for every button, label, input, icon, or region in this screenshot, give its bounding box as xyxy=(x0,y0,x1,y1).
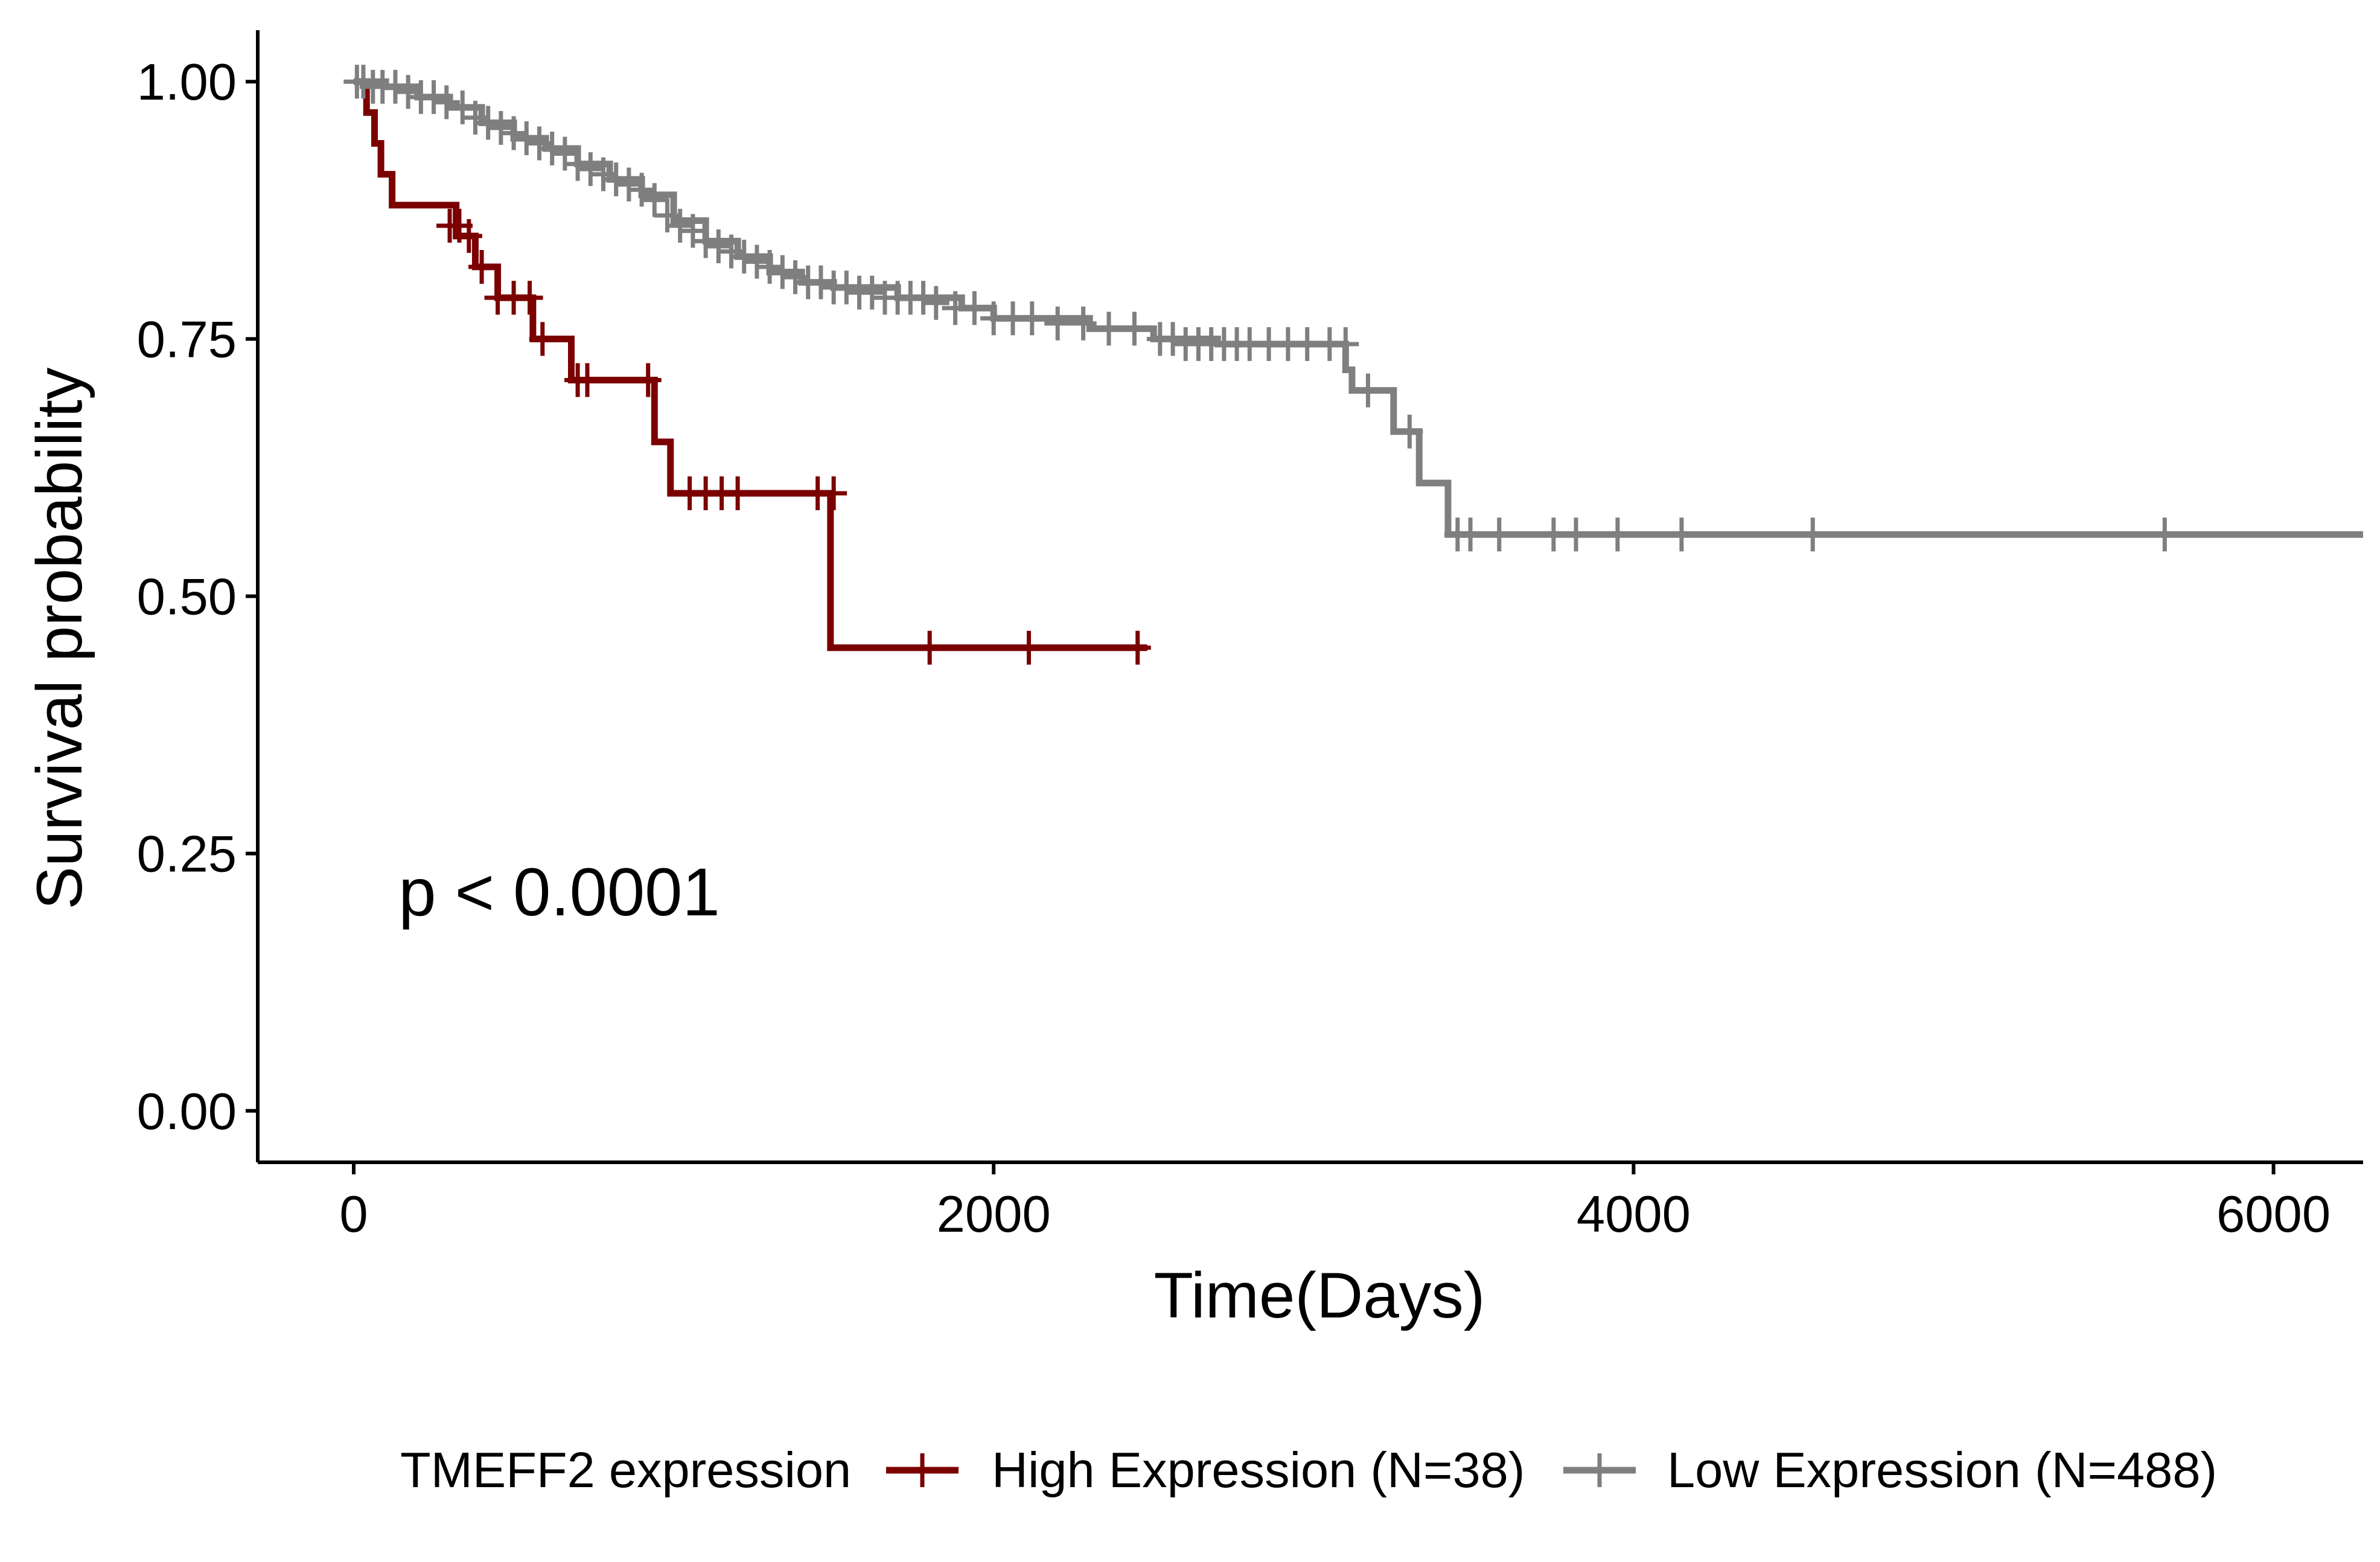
low-expression-censor-mark xyxy=(381,69,409,104)
low-expression-censor-mark xyxy=(769,255,796,289)
low-expression-line xyxy=(354,78,2363,538)
low-expression-censor-mark xyxy=(718,234,745,269)
x-tick-label: 0 xyxy=(339,1186,368,1243)
low-expression-censor-mark xyxy=(2151,517,2178,552)
high-expression-censor-mark xyxy=(1124,630,1151,665)
low-expression-censor-mark xyxy=(1540,517,1567,552)
series-lines xyxy=(354,78,2363,651)
censor-marks xyxy=(343,65,2178,665)
y-tick-label: 0.00 xyxy=(137,1083,237,1141)
low-expression-censor-mark xyxy=(615,167,642,202)
low-expression-censor-mark xyxy=(462,100,489,135)
low-expression-censor-mark xyxy=(961,291,988,325)
legend-label-low: Low Expression (N=488) xyxy=(1667,1442,2217,1498)
x-axis-title: Time(Days) xyxy=(1154,1259,1485,1331)
low-expression-censor-mark xyxy=(1018,301,1045,336)
low-expression-censor-mark xyxy=(1332,327,1359,361)
low-expression-censor-mark xyxy=(1354,373,1382,408)
high-expression-censor-mark xyxy=(468,250,496,284)
low-expression-censor-mark xyxy=(1485,517,1513,552)
low-expression-censor-mark xyxy=(730,240,758,274)
low-expression-censor-mark xyxy=(807,265,834,299)
low-expression-censor-mark xyxy=(1799,517,1826,552)
low-expression-censor-mark xyxy=(922,286,949,320)
low-expression-censor-mark xyxy=(705,229,732,263)
legend-title: TMEFF2 expression xyxy=(400,1442,851,1498)
high-expression-censor-mark xyxy=(1015,630,1042,665)
tick-marks: 0.00 0.25 0.50 0.75 1.00 0 2000 4000 6000 xyxy=(137,54,2331,1243)
legend-key-high xyxy=(886,1453,959,1487)
low-expression-censor-mark xyxy=(1668,517,1695,552)
low-expression-censor-mark xyxy=(433,85,460,120)
p-value-annotation: p < 0.0001 xyxy=(398,854,720,930)
high-expression-censor-mark xyxy=(634,363,662,397)
x-tick-label: 2000 xyxy=(937,1186,1051,1243)
legend-key-low xyxy=(1563,1453,1636,1487)
low-expression-censor-mark xyxy=(474,106,502,140)
low-expression-censor-mark xyxy=(833,270,860,305)
low-expression-censor-mark xyxy=(395,75,422,109)
low-expression-censor-mark xyxy=(500,116,528,150)
high-expression-censor-mark xyxy=(455,219,482,253)
low-expression-censor-mark xyxy=(487,110,514,145)
legend-label-high: High Expression (N=38) xyxy=(992,1442,1525,1498)
low-expression-censor-mark xyxy=(1121,312,1148,346)
low-expression-censor-mark xyxy=(1096,312,1123,346)
axes xyxy=(256,30,2363,1164)
low-expression-censor-mark xyxy=(692,224,719,258)
high-expression-censor-mark xyxy=(516,281,543,315)
low-expression-censor-mark xyxy=(513,121,540,155)
legend: TMEFF2 expression High Expression (N=38)… xyxy=(400,1442,2217,1498)
low-expression-censor-mark xyxy=(756,250,783,284)
low-expression-censor-mark xyxy=(590,157,617,191)
high-expression-censor-mark xyxy=(724,476,751,511)
y-tick-label: 0.75 xyxy=(137,311,237,368)
low-expression-censor-mark xyxy=(1044,306,1071,341)
low-expression-censor-mark xyxy=(1457,517,1484,552)
low-expression-censor-mark xyxy=(1070,306,1097,341)
low-expression-censor-mark xyxy=(1604,517,1631,552)
high-expression-censor-mark xyxy=(573,363,601,397)
low-expression-censor-mark xyxy=(577,152,604,187)
low-expression-censor-mark xyxy=(666,208,694,243)
low-expression-censor-mark xyxy=(538,132,566,166)
low-expression-censor-mark xyxy=(1562,517,1589,552)
low-expression-censor-mark xyxy=(910,281,937,315)
low-expression-censor-mark xyxy=(641,183,668,217)
low-expression-censor-mark xyxy=(420,80,447,114)
high-expression-censor-mark xyxy=(916,630,943,665)
high-expression-censor-mark xyxy=(529,322,556,356)
y-tick-label: 0.25 xyxy=(137,826,237,883)
y-tick-label: 1.00 xyxy=(137,54,237,111)
x-tick-label: 6000 xyxy=(2216,1186,2331,1243)
low-expression-censor-mark xyxy=(564,147,592,181)
y-tick-label: 0.50 xyxy=(137,569,237,626)
low-expression-censor-mark xyxy=(602,162,630,197)
x-tick-label: 4000 xyxy=(1577,1186,1691,1243)
y-axis-title: Survival probability xyxy=(23,367,95,910)
low-expression-censor-mark xyxy=(782,260,809,295)
high-expression-line xyxy=(354,78,1147,651)
low-expression-censor-mark xyxy=(1160,322,1187,356)
low-expression-censor-mark xyxy=(1396,414,1423,449)
low-expression-censor-mark xyxy=(1294,327,1321,361)
low-expression-censor-mark xyxy=(526,126,553,161)
low-expression-censor-mark xyxy=(743,245,770,279)
high-expression-censor-mark xyxy=(820,476,847,511)
low-expression-censor-mark xyxy=(858,275,885,310)
